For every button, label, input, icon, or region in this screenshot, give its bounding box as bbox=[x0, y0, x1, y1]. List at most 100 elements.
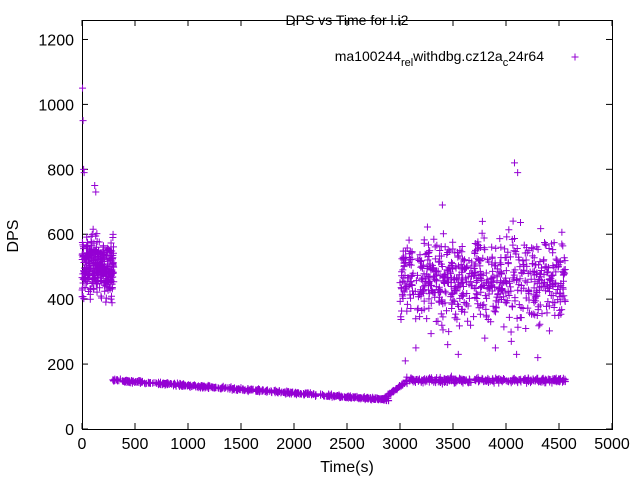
data-point bbox=[412, 277, 420, 285]
data-point bbox=[152, 379, 160, 387]
data-point bbox=[92, 259, 100, 267]
x-tick-label: 4000 bbox=[488, 436, 524, 453]
data-point bbox=[449, 265, 457, 273]
x-tick-label: 5000 bbox=[594, 436, 630, 453]
data-point bbox=[219, 384, 227, 392]
data-point bbox=[513, 276, 521, 284]
data-point bbox=[137, 378, 145, 386]
data-point bbox=[525, 377, 533, 385]
data-point bbox=[492, 244, 500, 252]
data-point bbox=[441, 287, 449, 295]
data-point bbox=[399, 266, 407, 274]
data-point bbox=[403, 380, 411, 388]
data-point bbox=[493, 273, 501, 281]
data-point bbox=[522, 256, 530, 264]
data-point bbox=[319, 391, 327, 399]
data-point bbox=[430, 264, 438, 272]
data-point bbox=[489, 376, 497, 384]
outlier-point bbox=[79, 84, 87, 92]
data-point bbox=[431, 376, 439, 384]
data-point bbox=[532, 297, 540, 305]
data-point bbox=[449, 296, 457, 304]
data-point bbox=[524, 304, 532, 312]
y-tick-label: 1000 bbox=[38, 97, 74, 114]
data-point bbox=[442, 289, 450, 297]
data-point bbox=[557, 310, 565, 318]
data-point bbox=[536, 270, 544, 278]
data-point bbox=[104, 273, 112, 281]
data-point bbox=[458, 307, 466, 315]
data-point bbox=[454, 282, 462, 290]
data-point bbox=[466, 269, 474, 277]
outlier-point bbox=[80, 169, 88, 177]
data-point bbox=[535, 275, 543, 283]
data-point bbox=[557, 375, 565, 383]
data-point bbox=[96, 284, 104, 292]
data-point bbox=[546, 375, 554, 383]
data-point bbox=[425, 248, 433, 256]
data-point bbox=[479, 375, 487, 383]
data-point bbox=[240, 387, 248, 395]
data-point bbox=[88, 239, 96, 247]
data-point bbox=[529, 260, 537, 268]
data-point bbox=[539, 257, 547, 265]
data-point bbox=[473, 291, 481, 299]
x-tick-label: 3000 bbox=[382, 436, 418, 453]
data-point bbox=[443, 266, 451, 274]
data-point bbox=[519, 257, 527, 265]
data-point bbox=[512, 250, 520, 258]
data-point bbox=[393, 385, 401, 393]
data-point bbox=[447, 291, 455, 299]
data-point bbox=[500, 293, 508, 301]
data-point bbox=[438, 321, 446, 329]
data-point bbox=[360, 394, 368, 402]
data-point bbox=[441, 379, 449, 387]
data-point bbox=[514, 377, 522, 385]
data-point bbox=[508, 303, 516, 311]
data-point bbox=[470, 262, 478, 270]
data-point bbox=[487, 281, 495, 289]
outlier-point bbox=[91, 182, 99, 190]
data-point bbox=[475, 304, 483, 312]
data-point bbox=[524, 286, 532, 294]
data-point bbox=[548, 240, 556, 248]
x-tick-label: 3500 bbox=[435, 436, 471, 453]
data-point bbox=[384, 390, 392, 398]
y-axis-title: DPS bbox=[5, 220, 22, 253]
data-point bbox=[473, 254, 481, 262]
data-point bbox=[442, 307, 450, 315]
data-point bbox=[97, 250, 105, 258]
data-point bbox=[398, 307, 406, 315]
data-point bbox=[417, 258, 425, 266]
data-point bbox=[82, 254, 90, 262]
data-point bbox=[536, 320, 544, 328]
x-tick-label: 500 bbox=[122, 436, 149, 453]
data-point bbox=[89, 269, 97, 277]
data-point bbox=[455, 262, 463, 270]
data-point bbox=[109, 260, 117, 268]
data-point bbox=[107, 239, 115, 247]
data-point bbox=[561, 298, 569, 306]
data-point bbox=[204, 381, 212, 389]
data-point bbox=[407, 304, 415, 312]
data-point bbox=[528, 244, 536, 252]
data-point bbox=[467, 321, 475, 329]
data-point bbox=[400, 263, 408, 271]
data-point bbox=[530, 254, 538, 262]
data-point bbox=[437, 310, 445, 318]
data-point bbox=[549, 298, 557, 306]
data-point bbox=[462, 278, 470, 286]
data-point bbox=[473, 374, 481, 382]
data-point bbox=[556, 306, 564, 314]
data-point bbox=[435, 297, 443, 305]
data-point bbox=[495, 379, 503, 387]
data-point bbox=[488, 243, 496, 251]
data-point bbox=[110, 377, 118, 385]
data-point bbox=[431, 255, 439, 263]
data-point bbox=[541, 263, 549, 271]
data-point bbox=[461, 256, 469, 264]
data-point bbox=[504, 248, 512, 256]
data-point bbox=[281, 389, 289, 397]
data-point bbox=[412, 315, 420, 323]
data-point bbox=[109, 268, 117, 276]
